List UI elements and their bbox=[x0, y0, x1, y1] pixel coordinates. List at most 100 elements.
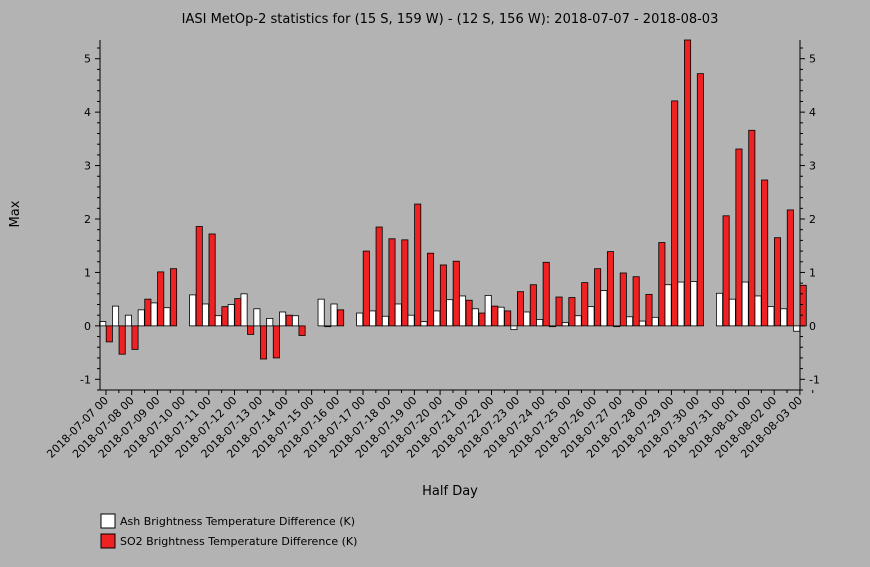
y-tick-label-right: 0 bbox=[809, 320, 816, 333]
so2-bar bbox=[401, 239, 409, 327]
ash-bar bbox=[279, 311, 287, 327]
so2-bar bbox=[427, 252, 435, 327]
ash-bar bbox=[510, 325, 518, 331]
y-tick-label-left: 1 bbox=[84, 266, 91, 279]
legend-label-so2: SO2 Brightness Temperature Difference (K… bbox=[120, 535, 357, 548]
so2-bar bbox=[504, 310, 512, 327]
ash-bar bbox=[112, 305, 120, 327]
ash-bar bbox=[677, 281, 685, 327]
so2-bar bbox=[555, 296, 563, 327]
y-tick-label-right: 1 bbox=[809, 266, 816, 279]
so2-bar bbox=[735, 148, 743, 327]
ash-bar bbox=[163, 307, 171, 327]
ash-bar bbox=[381, 315, 389, 327]
so2-bar bbox=[761, 179, 769, 327]
so2-bar bbox=[285, 314, 293, 327]
so2-bar bbox=[799, 284, 807, 327]
so2-bar bbox=[272, 325, 280, 359]
ash-bar bbox=[99, 321, 107, 327]
ash-bar bbox=[536, 319, 544, 327]
so2-bar bbox=[259, 325, 267, 360]
ash-bar bbox=[420, 321, 428, 327]
so2-bar bbox=[658, 242, 666, 327]
ash-bar bbox=[651, 316, 659, 327]
ash-bar bbox=[574, 315, 582, 327]
ash-bar bbox=[754, 295, 762, 327]
y-tick-label-left: 5 bbox=[84, 53, 91, 66]
ash-bar bbox=[407, 314, 415, 327]
so2-bar bbox=[452, 260, 460, 327]
y-axis-label: Max bbox=[8, 200, 23, 227]
ash-bar bbox=[266, 317, 274, 327]
legend-label-ash: Ash Brightness Temperature Difference (K… bbox=[120, 515, 355, 528]
so2-bar bbox=[606, 251, 614, 327]
legend: Ash Brightness Temperature Difference (K… bbox=[100, 513, 357, 549]
ash-bar bbox=[741, 281, 749, 327]
ash-bar bbox=[150, 302, 158, 327]
so2-bar bbox=[105, 325, 113, 343]
ash-bar bbox=[548, 325, 556, 328]
ash-bar bbox=[214, 315, 222, 327]
so2-bar bbox=[362, 250, 370, 327]
so2-bar bbox=[581, 282, 589, 327]
ash-bar bbox=[471, 308, 479, 327]
ash-bar bbox=[484, 295, 492, 327]
so2-bar bbox=[144, 298, 152, 327]
y-tick-label-right: -1 bbox=[809, 373, 820, 386]
y-tick-label-left: 0 bbox=[84, 320, 91, 333]
ash-bar bbox=[189, 294, 197, 327]
ash-bar bbox=[446, 299, 454, 327]
ash-bar bbox=[561, 322, 569, 327]
so2-bar bbox=[118, 325, 126, 355]
ash-bar bbox=[394, 303, 402, 327]
so2-bar bbox=[517, 291, 525, 327]
ash-bar bbox=[767, 306, 775, 327]
ash-bar bbox=[638, 320, 646, 327]
so2-bar bbox=[671, 100, 679, 327]
so2-bar bbox=[696, 73, 704, 327]
ash-bar bbox=[613, 325, 621, 328]
so2-bar bbox=[542, 261, 550, 327]
y-tick-label-left: 2 bbox=[84, 213, 91, 226]
so2-bar bbox=[594, 268, 602, 327]
ash-bar bbox=[497, 306, 505, 327]
y-tick-label-right: 5 bbox=[809, 53, 816, 66]
so2-bar bbox=[774, 237, 782, 327]
ash-bar bbox=[291, 315, 299, 327]
so2-bar bbox=[619, 272, 627, 327]
so2-bar bbox=[632, 276, 640, 327]
ash-bar bbox=[587, 306, 595, 327]
y-tick-label-left: 3 bbox=[84, 160, 91, 173]
so2-bar bbox=[748, 129, 756, 327]
ash-bar bbox=[793, 325, 801, 332]
so2-bar bbox=[221, 306, 229, 327]
so2-bar bbox=[375, 226, 383, 327]
ash-bar bbox=[317, 298, 325, 327]
ash-bar bbox=[780, 308, 788, 327]
ash-bar bbox=[433, 310, 441, 327]
legend-swatch-ash bbox=[100, 513, 116, 529]
so2-bar bbox=[247, 325, 255, 335]
so2-bar bbox=[208, 233, 216, 327]
so2-bar bbox=[131, 325, 139, 350]
ash-bar bbox=[523, 311, 531, 327]
y-tick-label-right: 2 bbox=[809, 213, 816, 226]
so2-bar bbox=[170, 268, 178, 327]
ash-bar bbox=[201, 303, 209, 327]
so2-bar bbox=[722, 215, 730, 327]
y-tick-label-right: 3 bbox=[809, 160, 816, 173]
so2-bar bbox=[478, 312, 486, 327]
ash-bar bbox=[253, 308, 261, 327]
so2-bar bbox=[298, 325, 306, 336]
ash-bar bbox=[124, 314, 132, 327]
ash-bar bbox=[356, 312, 364, 327]
legend-swatch-so2 bbox=[100, 533, 116, 549]
ash-bar bbox=[690, 281, 698, 327]
ash-bar bbox=[330, 303, 338, 327]
ash-bar bbox=[716, 292, 724, 327]
y-tick-label-left: -1 bbox=[80, 373, 91, 386]
so2-bar bbox=[337, 309, 345, 327]
